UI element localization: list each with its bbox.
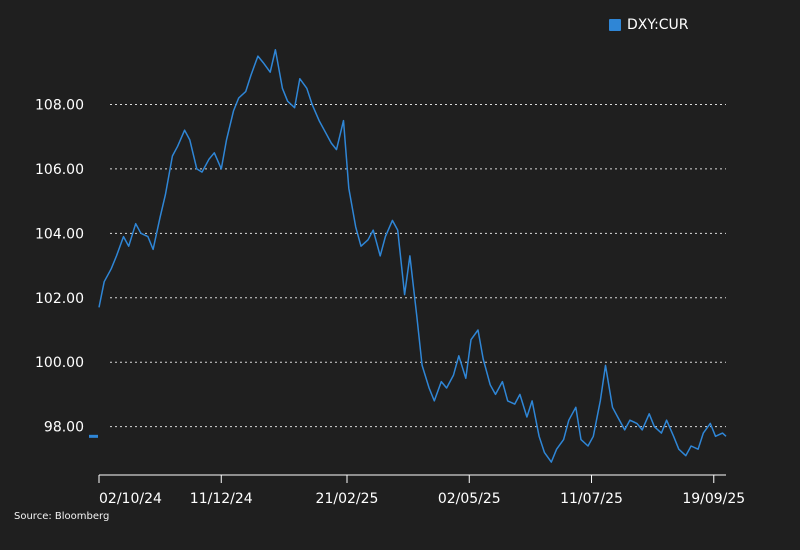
y-tick-label: 100.00: [35, 355, 84, 371]
legend-label: DXY:CUR: [627, 17, 689, 33]
legend: DXY:CUR: [609, 17, 689, 33]
y-tick-label: 98.00: [44, 420, 84, 436]
y-tick-label: 108.00: [35, 97, 84, 113]
series-layer: [89, 48, 727, 463]
axis-layer: 98.00 100.00 102.00 104.00 106.00 108.00 02/10…: [35, 97, 745, 507]
y-tick-label: 106.00: [35, 162, 84, 178]
y-tick-label: 102.00: [35, 291, 84, 307]
x-tick-label: 21/02/25: [316, 491, 379, 507]
x-tick-label: 11/12/24: [190, 491, 253, 507]
legend-swatch: [609, 19, 621, 31]
x-tick-label: 02/05/25: [438, 491, 501, 507]
series-line-dxy: [98, 48, 727, 463]
grid-layer: [110, 103, 726, 428]
source-note: Source: Bloomberg: [14, 511, 110, 522]
y-tick-label: 104.00: [35, 226, 84, 242]
x-tick-label: 19/09/25: [682, 491, 745, 507]
x-tick-label: 02/10/24: [99, 491, 162, 507]
x-tick-label: 11/07/25: [560, 491, 623, 507]
